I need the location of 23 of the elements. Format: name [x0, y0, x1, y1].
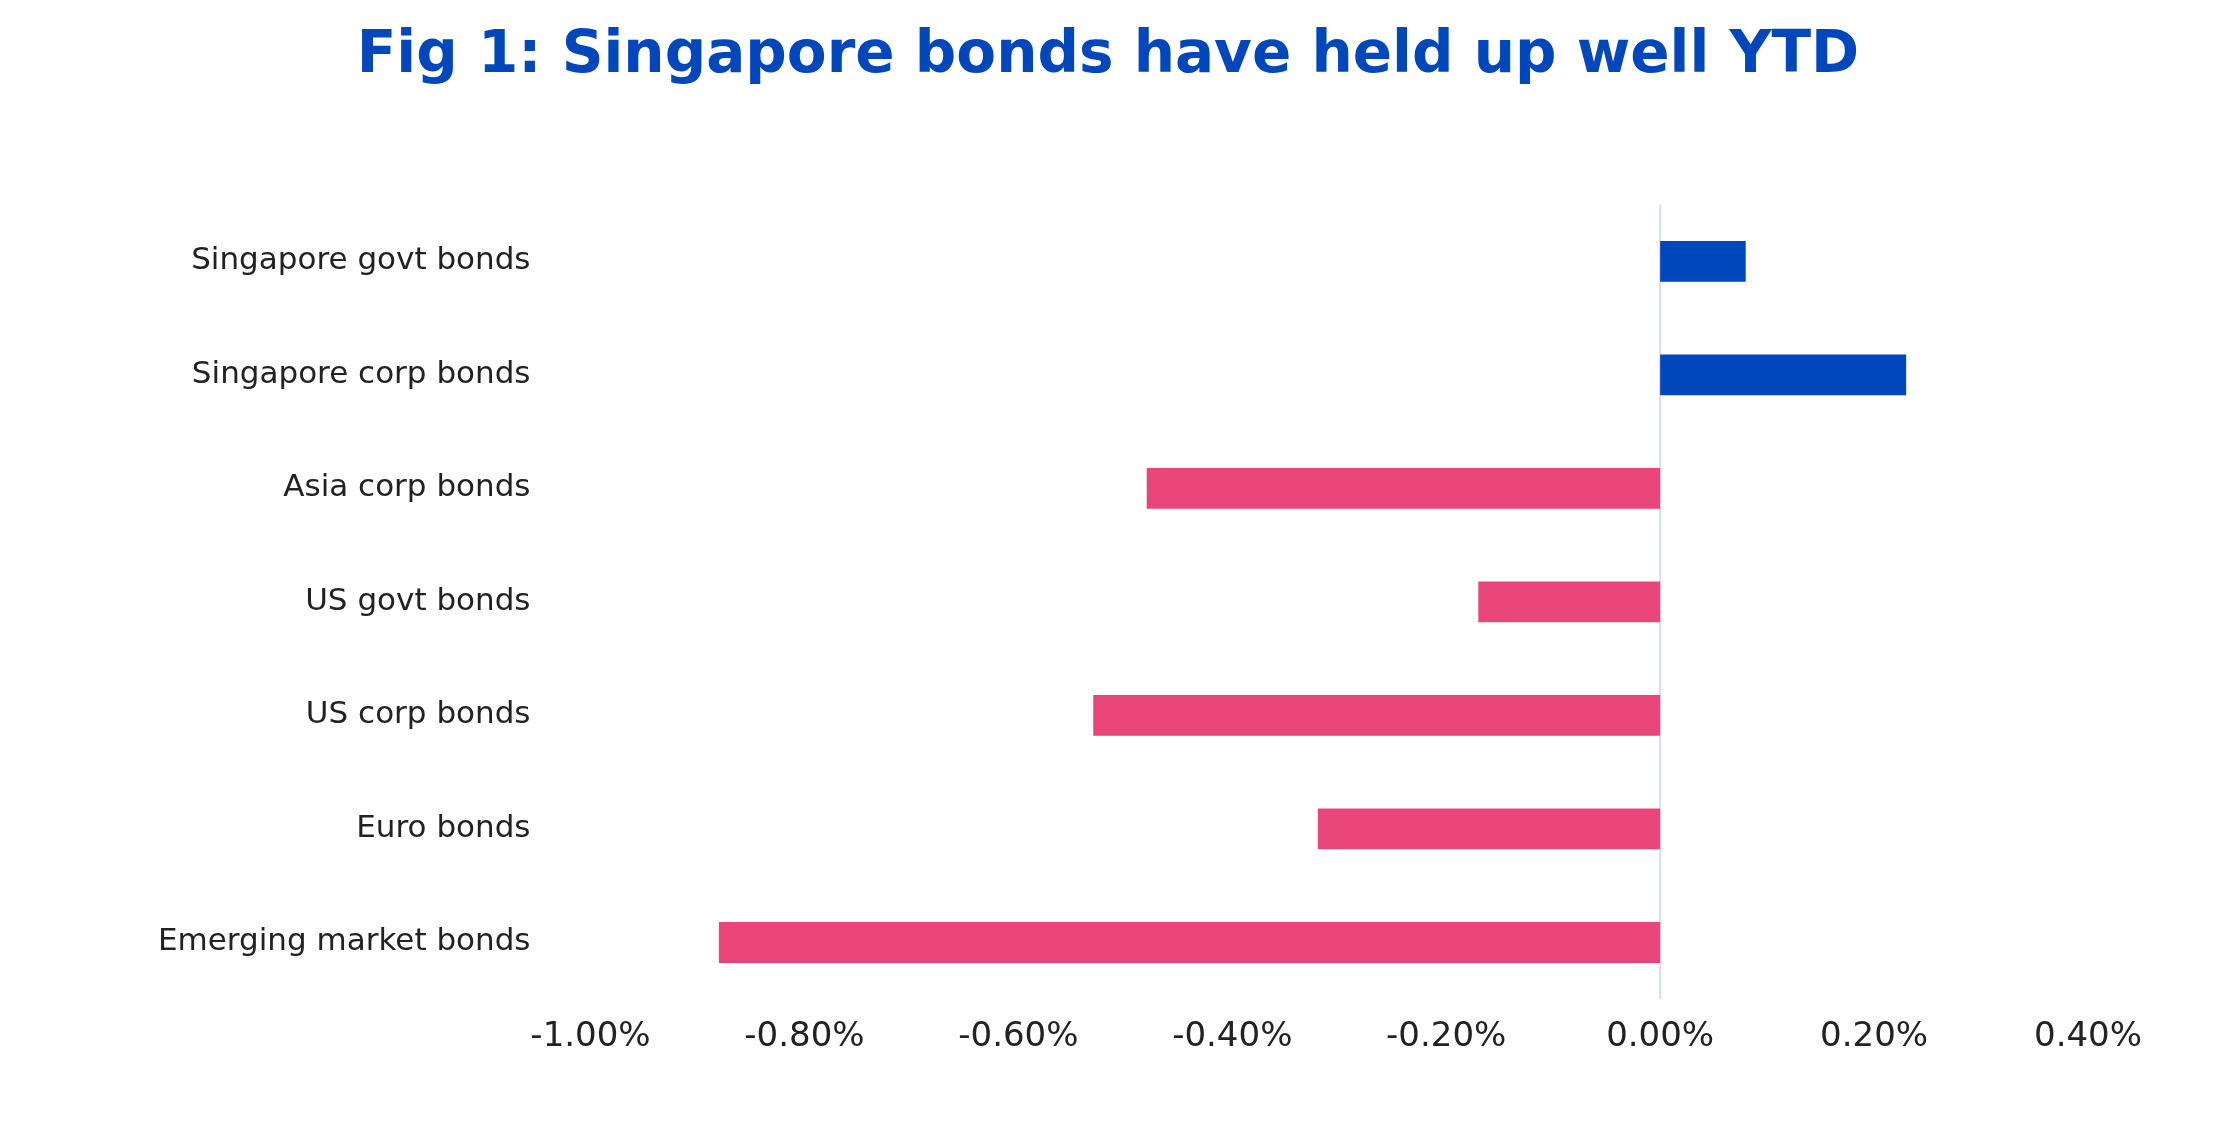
x-tick-label: -0.20% [1386, 1014, 1507, 1055]
x-tick-label: 0.40% [2033, 1014, 2143, 1055]
x-tick-label: -1.00% [530, 1014, 651, 1055]
bar [1660, 354, 1907, 396]
bar [1146, 467, 1661, 509]
bar [1478, 581, 1661, 623]
y-tick-label: Singapore govt bonds [191, 240, 531, 277]
y-tick-label: US corp bonds [305, 694, 531, 731]
y-tick-label: US govt bonds [305, 580, 531, 617]
bar [1660, 240, 1746, 282]
x-tick-label: 0.20% [1820, 1014, 1929, 1055]
y-tick-label: Emerging market bonds [158, 921, 531, 958]
y-tick-label: Euro bonds [356, 807, 531, 844]
x-tick-label: -0.80% [744, 1014, 865, 1055]
y-tick-label: Singapore corp bonds [191, 353, 531, 390]
x-tick-label: -0.60% [958, 1014, 1079, 1055]
bar [1093, 694, 1661, 736]
y-tick-label: Asia corp bonds [283, 467, 531, 504]
x-tick-label: 0.00% [1606, 1014, 1715, 1055]
bar [718, 922, 1661, 963]
bar [1317, 808, 1661, 850]
chart-title: Fig 1: Singapore bonds have held up well YTD [355, 17, 1861, 88]
x-tick-label: -0.40% [1172, 1014, 1293, 1055]
